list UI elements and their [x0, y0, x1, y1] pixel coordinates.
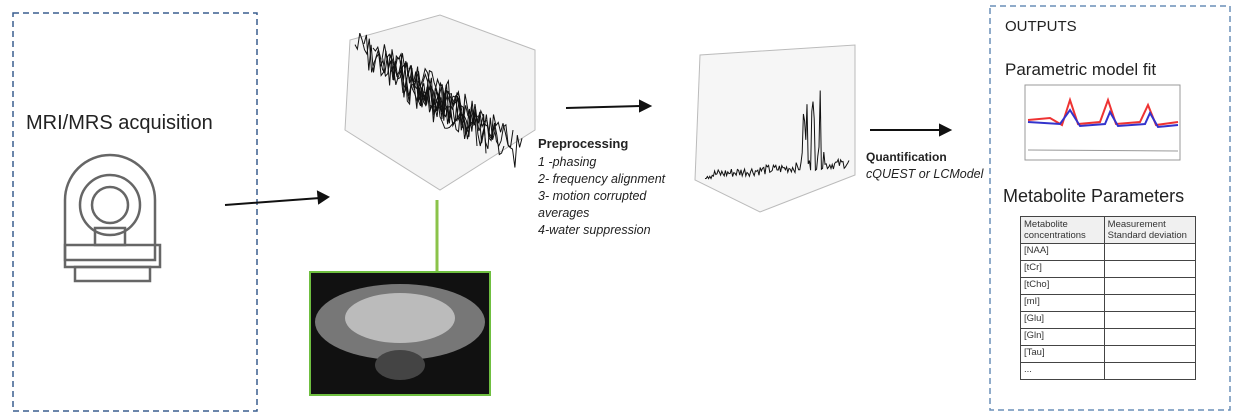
metabolite-cell: ... — [1020, 362, 1105, 380]
params-table: Metabolite concentrations Measurement Sta… — [1020, 216, 1197, 380]
header-cell: Measurement Standard deviation — [1103, 216, 1197, 244]
table-row: [Gln] — [1020, 328, 1197, 346]
metabolite-cell: [Glu] — [1020, 311, 1105, 329]
step: 3- motion corrupted averages — [538, 189, 647, 220]
acquisition-box — [12, 12, 258, 412]
step: 4-water suppression — [538, 223, 651, 237]
arrows — [224, 99, 953, 206]
table-row: [Glu] — [1020, 311, 1197, 329]
fit-plot — [1024, 84, 1181, 161]
empty-cell — [1103, 277, 1197, 295]
empty-cell — [1103, 294, 1197, 312]
table-row: [tCr] — [1020, 260, 1197, 278]
trace — [426, 69, 523, 168]
empty-cell — [1103, 345, 1197, 363]
trace — [363, 34, 460, 129]
scanner-icon — [63, 153, 162, 283]
metabolite-cell: [mI] — [1020, 294, 1105, 312]
empty-cell — [1103, 243, 1197, 261]
header-cell: Metabolite concentrations — [1020, 216, 1105, 244]
empty-cell — [1103, 311, 1197, 329]
table-row: [Tau] — [1020, 345, 1197, 363]
preprocessing-title: Preprocessing — [538, 136, 629, 151]
empty-cell — [1103, 328, 1197, 346]
table-row: ... — [1020, 362, 1197, 380]
3d-spectra-plot — [344, 14, 536, 191]
outputs-box — [989, 5, 1231, 411]
mri-image — [309, 271, 491, 396]
metabolite-cell: [tCho] — [1020, 277, 1105, 295]
quantification-method: cQUEST or LCModel — [866, 167, 984, 181]
metabolite-cell: [tCr] — [1020, 260, 1105, 278]
trace — [417, 67, 514, 148]
metabolite-cell: [NAA] — [1020, 243, 1105, 261]
table-row: [tCho] — [1020, 277, 1197, 295]
empty-cell — [1103, 362, 1197, 380]
table-row: [mI] — [1020, 294, 1197, 312]
step: 1 -phasing — [538, 155, 597, 169]
spectrum-plot — [694, 44, 856, 213]
outputs-title: OUTPUTS — [1005, 18, 1077, 35]
step: 2- frequency alignment — [538, 172, 666, 186]
metabolite-cell: [Gln] — [1020, 328, 1105, 346]
quantification-title: Quantification — [866, 150, 947, 164]
table-row: [NAA] — [1020, 243, 1197, 261]
empty-cell — [1103, 260, 1197, 278]
metabolite-cell: [Tau] — [1020, 345, 1105, 363]
acquisition-label: MRI/MRS acquisition — [26, 112, 213, 134]
fit-title: Parametric model fit — [1005, 60, 1157, 79]
params-title: Metabolite Parameters — [1003, 186, 1185, 206]
